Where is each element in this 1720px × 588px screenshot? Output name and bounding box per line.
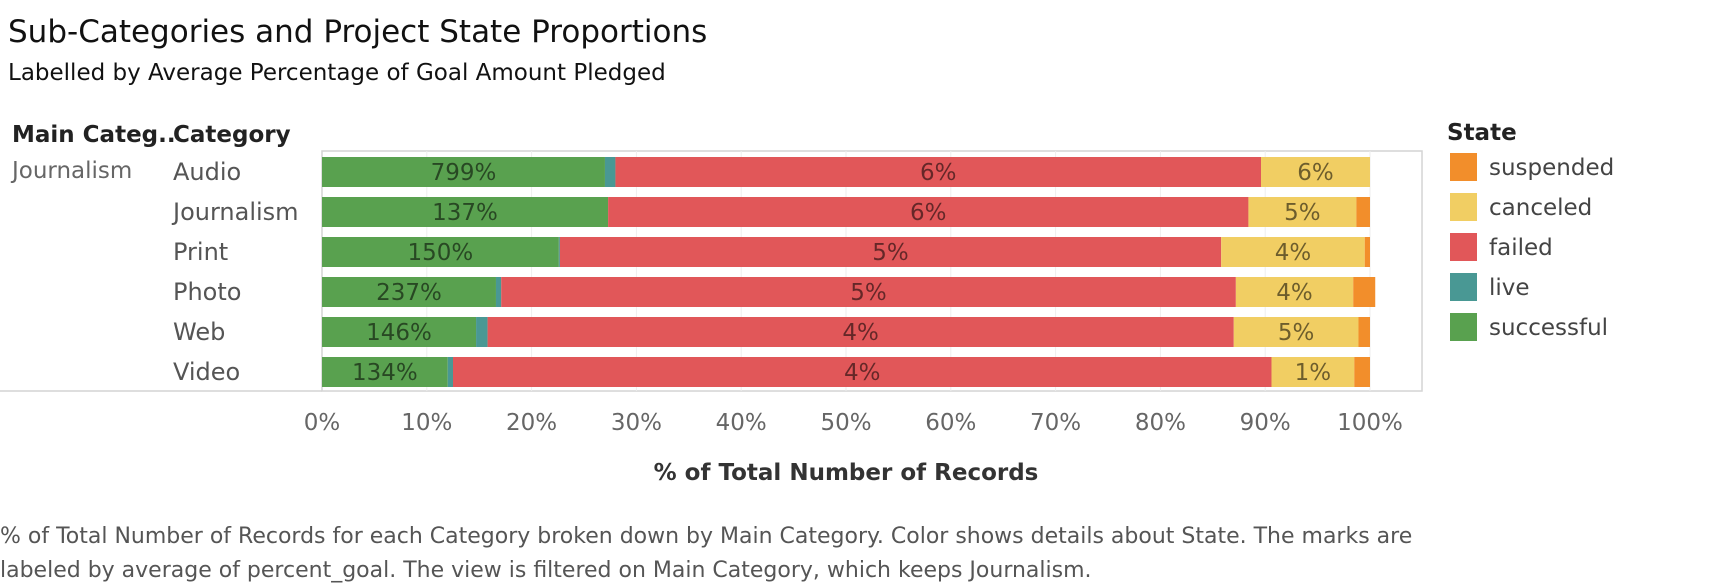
bar-segment-failed bbox=[487, 317, 1234, 347]
row-header-main-category: Main Categ.. bbox=[12, 122, 176, 148]
bar-segment-successful bbox=[322, 197, 609, 227]
x-tick-label: 80% bbox=[1135, 410, 1186, 436]
bar-segment-failed bbox=[453, 357, 1272, 387]
legend-label-failed: failed bbox=[1489, 235, 1553, 261]
data-label: 5% bbox=[1284, 200, 1321, 226]
legend-label-successful: successful bbox=[1489, 315, 1608, 341]
data-label: 4% bbox=[1275, 240, 1312, 266]
data-label: 4% bbox=[842, 320, 879, 346]
bar-segment-successful bbox=[322, 357, 448, 387]
bar-segment-failed bbox=[501, 277, 1236, 307]
category-label: Photo bbox=[173, 278, 241, 306]
bar-segment-successful bbox=[322, 317, 477, 347]
bar-segment-canceled bbox=[1235, 277, 1354, 307]
legend-label-suspended: suspended bbox=[1489, 155, 1614, 181]
bar-segment-canceled bbox=[1221, 237, 1365, 267]
x-tick-label: 90% bbox=[1240, 410, 1291, 436]
legend-title: State bbox=[1447, 120, 1517, 146]
category-label: Journalism bbox=[171, 198, 299, 226]
x-tick-label: 30% bbox=[611, 410, 662, 436]
category-label: Print bbox=[173, 238, 228, 266]
legend-label-live: live bbox=[1489, 275, 1530, 301]
category-label: Audio bbox=[173, 158, 241, 186]
data-label: 1% bbox=[1295, 360, 1332, 386]
data-label: 137% bbox=[432, 200, 498, 226]
chart-title: Sub-Categories and Project State Proport… bbox=[8, 14, 708, 50]
data-label: 6% bbox=[1297, 160, 1334, 186]
data-label: 237% bbox=[376, 280, 442, 306]
x-tick-label: 100% bbox=[1337, 410, 1403, 436]
legend-swatch-failed bbox=[1450, 233, 1477, 261]
data-label: 5% bbox=[872, 240, 909, 266]
category-label: Video bbox=[173, 358, 240, 386]
data-label: 799% bbox=[431, 160, 497, 186]
x-tick-label: 50% bbox=[820, 410, 871, 436]
legend-swatch-successful bbox=[1450, 313, 1477, 341]
chart-subtitle: Labelled by Average Percentage of Goal A… bbox=[8, 60, 666, 86]
x-tick-label: 40% bbox=[716, 410, 767, 436]
x-tick-label: 0% bbox=[304, 410, 341, 436]
main-category-label: Journalism bbox=[10, 158, 132, 184]
row-header-category: Category bbox=[173, 122, 291, 148]
bar-segment-canceled bbox=[1271, 357, 1355, 387]
bar-segment-failed bbox=[608, 197, 1249, 227]
bar-segment-suspended bbox=[1364, 237, 1370, 267]
x-axis-title: % of Total Number of Records bbox=[654, 460, 1039, 486]
data-label: 4% bbox=[844, 360, 881, 386]
data-label: 4% bbox=[1276, 280, 1313, 306]
legend-swatch-live bbox=[1450, 273, 1477, 301]
x-tick-label: 60% bbox=[925, 410, 976, 436]
bar-segment-suspended bbox=[1353, 277, 1376, 307]
legend-swatch-suspended bbox=[1450, 153, 1477, 181]
plot-frame bbox=[321, 150, 1423, 392]
x-tick-label: 20% bbox=[506, 410, 557, 436]
data-label: 6% bbox=[920, 160, 957, 186]
stacked-bar-chart: Main Categ..Category Journalism Audio 799% 6… bbox=[0, 120, 1614, 486]
bar-segment-live bbox=[476, 317, 488, 347]
bar-segment-successful bbox=[322, 157, 605, 187]
legend-label-canceled: canceled bbox=[1489, 195, 1592, 221]
legend-swatch-canceled bbox=[1450, 193, 1477, 221]
bar-segment-suspended bbox=[1358, 317, 1370, 347]
bar-segment-canceled bbox=[1233, 317, 1359, 347]
data-label: 6% bbox=[910, 200, 947, 226]
bar-segment-failed bbox=[559, 237, 1222, 267]
bar-segment-live bbox=[558, 237, 560, 267]
bar-segment-live bbox=[495, 277, 502, 307]
data-label: 134% bbox=[352, 360, 418, 386]
bar-segment-failed bbox=[615, 157, 1262, 187]
category-label: Web bbox=[173, 318, 225, 346]
bar-segment-suspended bbox=[1356, 197, 1370, 227]
bar-segment-live bbox=[447, 357, 453, 387]
data-label: 5% bbox=[850, 280, 887, 306]
data-label: 150% bbox=[408, 240, 474, 266]
bar-segment-live bbox=[604, 157, 616, 187]
chart-caption: % of Total Number of Records for each Ca… bbox=[0, 524, 1413, 583]
bar-segment-successful bbox=[322, 237, 559, 267]
x-tick-label: 70% bbox=[1030, 410, 1081, 436]
x-tick-label: 10% bbox=[401, 410, 452, 436]
bar-segment-suspended bbox=[1354, 357, 1370, 387]
bar-segment-canceled bbox=[1248, 197, 1357, 227]
bar-segment-successful bbox=[322, 277, 496, 307]
bar-segment-canceled bbox=[1261, 157, 1370, 187]
data-label: 146% bbox=[366, 320, 432, 346]
data-label: 5% bbox=[1278, 320, 1315, 346]
